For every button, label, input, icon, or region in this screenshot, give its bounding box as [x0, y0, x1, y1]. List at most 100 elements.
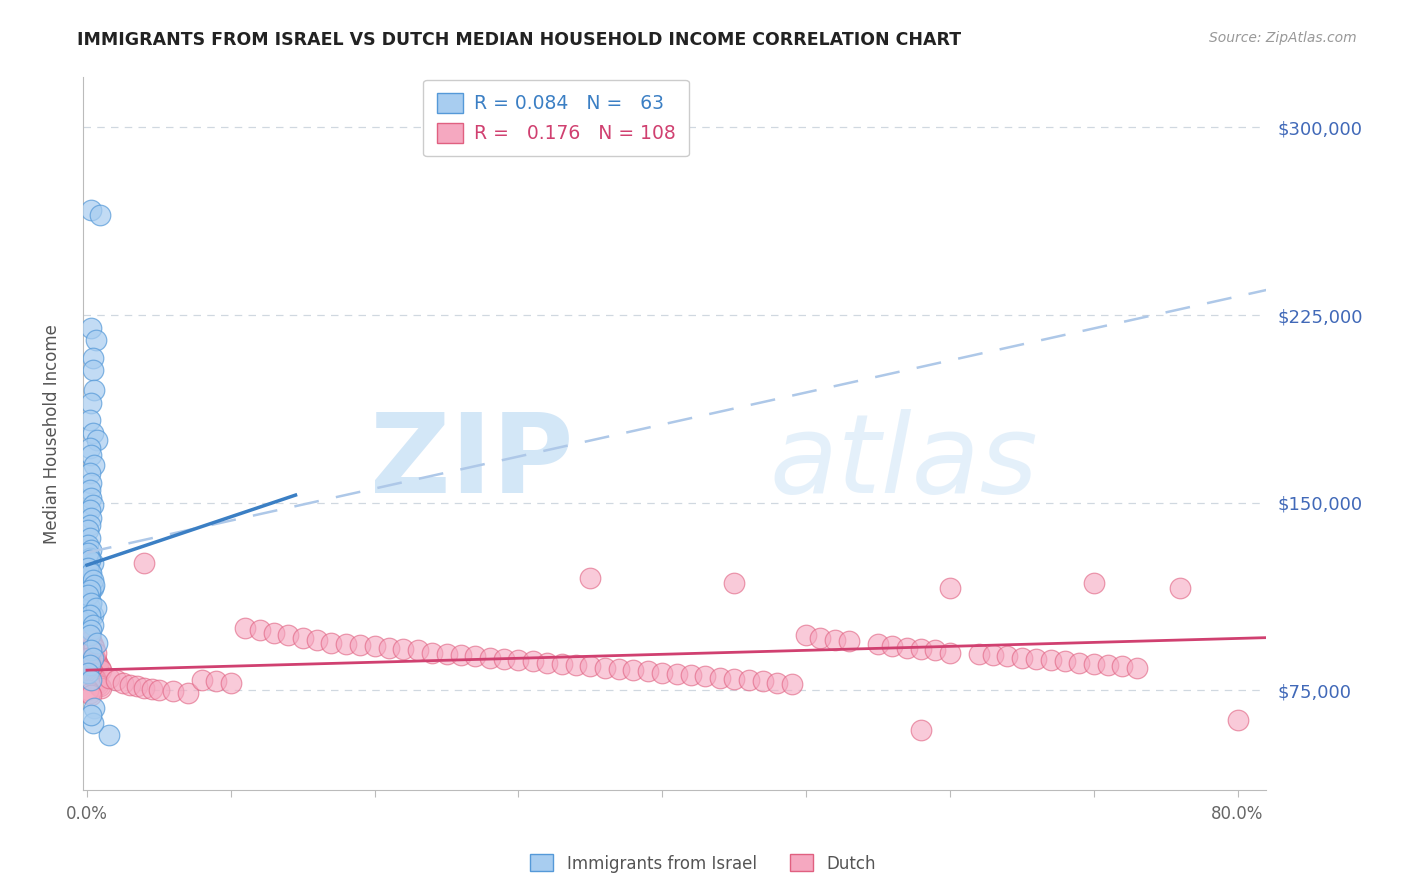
Point [1053, 654, 1076, 668]
Point [981, 648, 1004, 662]
Point [1025, 652, 1047, 666]
Point [82, 648, 104, 662]
Point [82, 608, 104, 623]
Point [79, 608, 101, 623]
Legend: Immigrants from Israel, Dutch: Immigrants from Israel, Dutch [523, 847, 883, 880]
Point [77, 613, 100, 627]
Point [80, 566, 103, 580]
Point [277, 628, 299, 642]
Point [77, 575, 100, 590]
Point [80, 543, 103, 558]
Point [84, 333, 107, 347]
Point [579, 659, 602, 673]
Point [80, 320, 103, 334]
Point [579, 571, 602, 585]
Point [82, 351, 104, 365]
Point [967, 647, 990, 661]
Point [910, 641, 932, 656]
Point [536, 656, 558, 670]
Point [86, 433, 108, 447]
Point [478, 650, 501, 665]
Point [86, 675, 108, 690]
Text: IMMIGRANTS FROM ISRAEL VS DUTCH MEDIAN HOUSEHOLD INCOME CORRELATION CHART: IMMIGRANTS FROM ISRAEL VS DUTCH MEDIAN H… [77, 31, 962, 49]
Point [709, 671, 731, 685]
Point [349, 638, 371, 652]
Point [307, 633, 329, 648]
Point [1039, 653, 1062, 667]
Point [80, 202, 103, 217]
Point [82, 425, 104, 440]
Point [378, 640, 401, 655]
Point [939, 646, 962, 660]
Point [79, 550, 101, 565]
Point [80, 688, 103, 702]
Point [83, 458, 105, 472]
Point [148, 683, 170, 698]
Point [665, 667, 688, 681]
Point [593, 660, 616, 674]
Point [910, 723, 932, 738]
Point [882, 640, 904, 654]
Point [79, 566, 101, 580]
Point [79, 686, 101, 700]
Point [406, 643, 429, 657]
Point [90, 663, 112, 677]
Text: atlas: atlas [769, 409, 1038, 516]
Point [84, 600, 107, 615]
Point [695, 669, 717, 683]
Point [84, 673, 107, 688]
Point [79, 600, 101, 615]
Point [86, 635, 108, 649]
Point [77, 523, 100, 537]
Point [89, 680, 111, 694]
Point [80, 448, 103, 462]
Point [679, 668, 702, 682]
Point [723, 672, 745, 686]
Point [752, 674, 775, 689]
Point [84, 653, 107, 667]
Point [1083, 657, 1105, 671]
Point [866, 637, 889, 651]
Point [82, 618, 104, 632]
Point [80, 643, 103, 657]
Point [766, 675, 789, 690]
Text: ZIP: ZIP [370, 409, 574, 516]
Point [824, 633, 846, 648]
Point [111, 675, 134, 690]
Point [1226, 713, 1249, 727]
Point [83, 671, 105, 685]
Point [90, 681, 112, 695]
Point [82, 573, 104, 587]
Point [80, 395, 103, 409]
Point [79, 413, 101, 427]
Point [508, 653, 530, 667]
Point [86, 656, 108, 670]
Point [1069, 656, 1091, 670]
Point [810, 631, 832, 645]
Point [83, 383, 105, 397]
Point [79, 628, 101, 642]
Point [120, 678, 142, 692]
Point [77, 650, 100, 665]
Point [79, 483, 101, 497]
Point [737, 673, 759, 688]
Point [176, 686, 198, 700]
Point [392, 641, 415, 656]
Point [77, 633, 100, 648]
Point [607, 662, 630, 676]
Point [80, 596, 103, 610]
Point [80, 475, 103, 490]
Point [1083, 575, 1105, 590]
Point [104, 673, 127, 688]
Point [623, 663, 645, 677]
Point [77, 591, 100, 605]
Point [79, 638, 101, 652]
Point [651, 665, 673, 680]
Point [82, 638, 104, 652]
Point [79, 531, 101, 545]
Point [84, 646, 107, 660]
Point [83, 650, 105, 665]
Point [77, 588, 100, 602]
Point [450, 648, 472, 662]
Point [924, 643, 946, 657]
